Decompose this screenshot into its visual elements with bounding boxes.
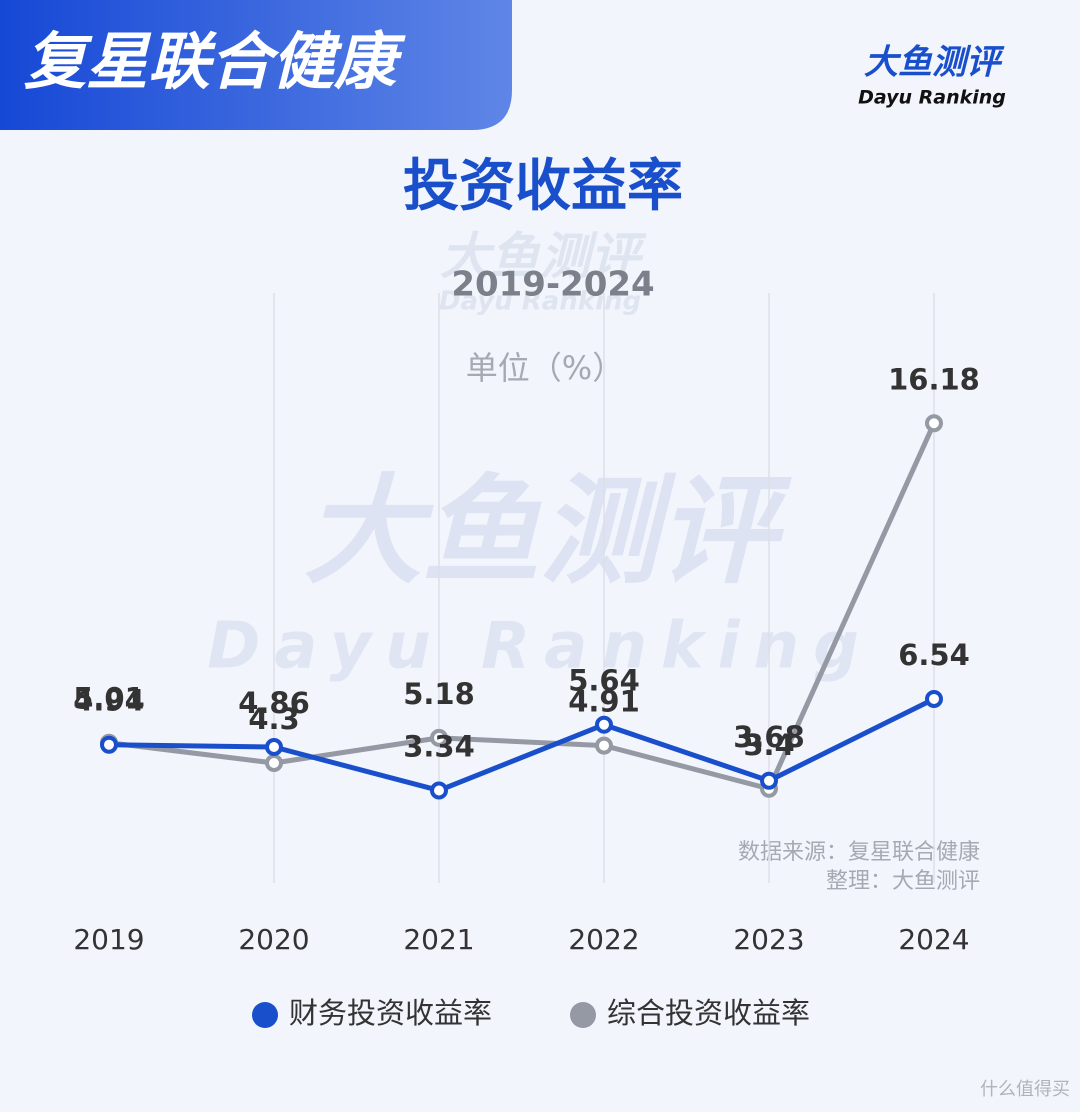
legend-label: 财务投资收益率: [289, 996, 492, 1030]
credit: 整理：大鱼测评: [826, 869, 980, 894]
watermark-small: 大鱼测评: [440, 228, 647, 286]
point: [925, 414, 943, 433]
data-label: 4.3: [248, 702, 299, 736]
site-watermark: 什么值得买: [980, 1079, 1070, 1100]
data-label: 3.4: [743, 728, 794, 762]
x-tick-label: 2023: [733, 923, 804, 956]
unit-label: 单位（%）: [466, 349, 624, 387]
line: [108, 696, 936, 793]
point: [925, 689, 943, 708]
data-label: 3.68: [733, 720, 805, 754]
header-title: 复星联合健康: [24, 25, 406, 98]
data-label: 3.34: [403, 729, 475, 763]
data-label: 5.18: [403, 677, 475, 711]
legend-marker: [252, 1002, 278, 1028]
chart-subtitle: 2019-2024: [451, 265, 654, 305]
legend-label: 综合投资收益率: [607, 996, 810, 1030]
point: [595, 736, 613, 755]
point: [100, 735, 118, 754]
data-label: 16.18: [888, 362, 980, 396]
data-label: 6.54: [898, 638, 970, 672]
data-label: 4.94: [73, 684, 145, 718]
x-tick-label: 2024: [898, 923, 969, 956]
data-label: 4.86: [238, 686, 310, 720]
watermark-big-sub: Dayu Ranking: [207, 610, 873, 684]
point: [430, 781, 448, 800]
data-label: 4.91: [568, 685, 640, 719]
chart-title: 投资收益率: [403, 154, 683, 219]
point: [430, 728, 448, 747]
source: 数据来源：复星联合健康: [738, 840, 980, 865]
x-tick-label: 2019: [73, 923, 144, 956]
line: [108, 422, 937, 792]
x-tick-label: 2022: [568, 923, 639, 956]
point: [265, 754, 283, 773]
data-label: 5.01: [73, 682, 145, 716]
data-label: 5.64: [568, 664, 640, 698]
x-tick-label: 2020: [238, 923, 309, 956]
logo: 大鱼测评: [864, 43, 1005, 83]
point: [265, 738, 283, 757]
point: [760, 771, 778, 790]
watermark-big: 大鱼测评: [304, 462, 792, 600]
header-banner: [0, 0, 512, 130]
x-tick-label: 2021: [403, 923, 474, 956]
legend-marker: [570, 1002, 596, 1028]
watermark-small-sub: Dayu Ranking: [439, 287, 641, 317]
logo-sub: Dayu Ranking: [858, 87, 1006, 109]
point: [595, 715, 613, 734]
